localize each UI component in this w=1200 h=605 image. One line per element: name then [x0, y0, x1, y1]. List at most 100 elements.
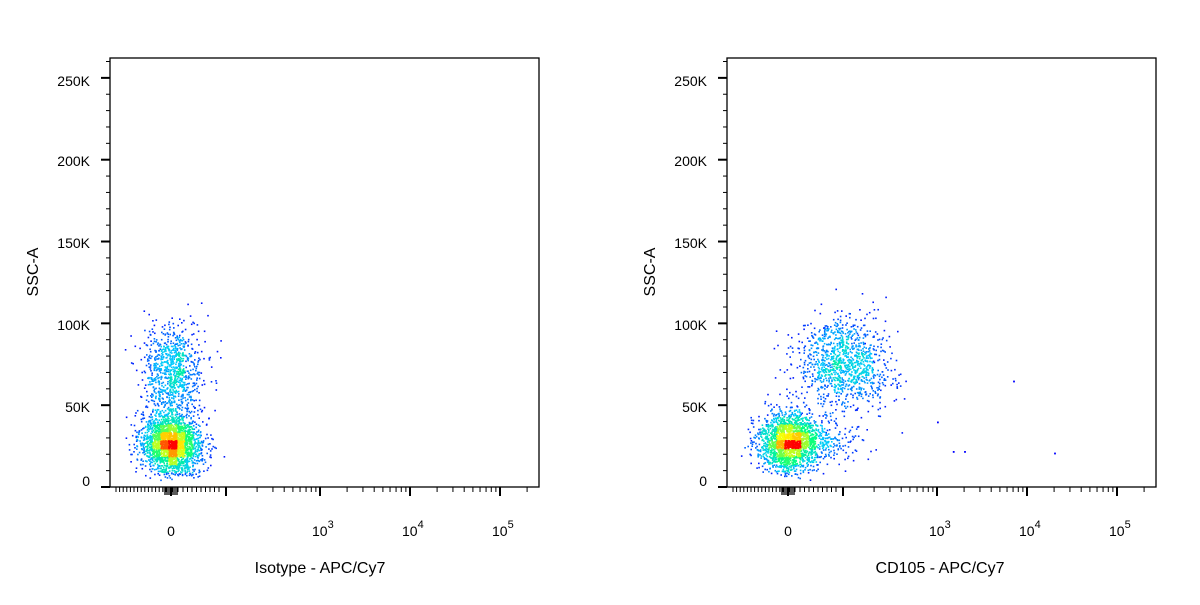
event-point [834, 377, 836, 379]
event-point [766, 421, 768, 423]
event-point [765, 401, 767, 403]
event-point [847, 401, 849, 403]
event-point [875, 331, 877, 333]
event-point [198, 392, 200, 394]
event-point [818, 435, 820, 437]
event-point [877, 374, 879, 376]
event-point [853, 348, 855, 350]
event-point [814, 328, 816, 330]
event-point [868, 351, 870, 353]
event-point [799, 478, 801, 480]
event-point [160, 391, 162, 393]
event-point [151, 446, 153, 448]
event-point [852, 367, 854, 369]
event-point [774, 419, 776, 421]
event-point [180, 467, 182, 469]
event-point [144, 342, 146, 344]
event-point [863, 325, 865, 327]
event-point [835, 372, 837, 374]
event-point [776, 330, 778, 332]
event-point [191, 423, 193, 425]
event-point [821, 422, 823, 424]
event-point [767, 394, 769, 396]
event-point [163, 457, 165, 459]
event-point [163, 419, 165, 421]
event-point [187, 394, 189, 396]
event-point [828, 455, 830, 457]
event-point [763, 449, 765, 451]
event-point [192, 421, 194, 423]
event-point [148, 459, 150, 461]
event-point [879, 386, 881, 388]
event-point [182, 394, 184, 396]
event-point [859, 387, 861, 389]
event-point [824, 364, 826, 366]
event-point [809, 412, 811, 414]
event-point [185, 473, 187, 475]
event-point [187, 360, 189, 362]
event-point [869, 380, 871, 382]
event-point [834, 389, 836, 391]
event-point [169, 391, 171, 393]
event-point [856, 356, 858, 358]
event-point [859, 383, 861, 385]
event-point [168, 445, 170, 447]
event-point [756, 446, 758, 448]
event-point [165, 401, 167, 403]
event-point [826, 354, 828, 356]
event-point [798, 477, 800, 479]
event-point [834, 324, 836, 326]
event-point [169, 452, 171, 454]
event-point [198, 442, 200, 444]
event-point [196, 383, 198, 385]
event-point [197, 373, 199, 375]
event-point [847, 360, 849, 362]
event-point [192, 462, 194, 464]
event-point [821, 374, 823, 376]
event-point [172, 414, 174, 416]
event-point [822, 334, 824, 336]
event-point [801, 413, 803, 415]
event-point [151, 462, 153, 464]
event-point [828, 365, 830, 367]
event-point [786, 468, 788, 470]
event-point [171, 367, 173, 369]
event-point [196, 433, 198, 435]
event-point [155, 382, 157, 384]
event-point [866, 314, 868, 316]
event-point [796, 409, 798, 411]
event-point [846, 342, 848, 344]
event-point [152, 419, 154, 421]
event-point [195, 451, 197, 453]
event-point [750, 449, 752, 451]
event-point [825, 447, 827, 449]
event-point [194, 411, 196, 413]
event-point [807, 458, 809, 460]
event-point [821, 381, 823, 383]
event-point [161, 385, 163, 387]
event-point [825, 454, 827, 456]
event-point [878, 387, 880, 389]
event-point [193, 400, 195, 402]
event-point [842, 438, 844, 440]
event-point [820, 456, 822, 458]
event-point [857, 333, 859, 335]
event-point [842, 331, 844, 333]
event-point [791, 337, 793, 339]
event-point [163, 440, 165, 442]
event-point [182, 475, 184, 477]
event-point [827, 430, 829, 432]
event-point [864, 392, 866, 394]
event-point [780, 474, 782, 476]
event-point [148, 450, 150, 452]
event-point [766, 456, 768, 458]
event-point [803, 347, 805, 349]
event-point [855, 339, 857, 341]
event-point [152, 459, 154, 461]
event-point [153, 465, 155, 467]
event-point [875, 449, 877, 451]
event-point [171, 387, 173, 389]
event-point [842, 391, 844, 393]
event-point [825, 434, 827, 436]
event-point [766, 424, 768, 426]
